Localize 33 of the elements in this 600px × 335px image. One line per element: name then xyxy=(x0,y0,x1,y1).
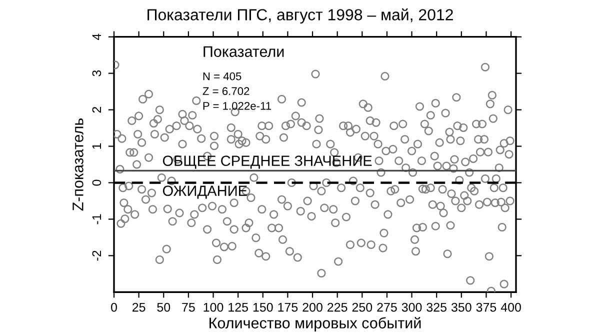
y-tick-label: 0 xyxy=(92,180,102,186)
x-axis-title: Количество мировых событий xyxy=(210,316,421,332)
ref-line-label: ОЖИДАНИЕ xyxy=(162,186,247,199)
x-tick-label: 75 xyxy=(182,302,195,312)
x-tick-label: 375 xyxy=(476,302,496,312)
x-tick-label: 175 xyxy=(278,302,298,312)
x-tick-label: 350 xyxy=(451,302,472,312)
y-tick-label: 1 xyxy=(92,143,101,149)
x-tick-label: 50 xyxy=(157,302,170,312)
y-axis-title: Z-показатель xyxy=(72,118,84,211)
x-tick-label: 125 xyxy=(228,302,248,312)
y-tick-label: 2 xyxy=(92,106,101,113)
x-tick-label: 150 xyxy=(253,302,273,312)
y-tick-label: 4 xyxy=(92,34,101,40)
annotation: Z = 6.702 xyxy=(202,87,250,96)
y-tick-label: 3 xyxy=(92,70,102,76)
x-tick-label: 25 xyxy=(132,302,146,312)
chart-title: Показатели ПГС, август 1998 – май, 2012 xyxy=(148,8,453,24)
x-tick-label: 200 xyxy=(302,302,322,312)
x-tick-label: 400 xyxy=(500,302,521,312)
x-tick-label: 275 xyxy=(377,302,397,312)
x-tick-label: 250 xyxy=(352,302,372,312)
x-tick-label: 300 xyxy=(402,302,422,312)
annotation: N = 405 xyxy=(203,72,242,80)
y-tick-label: -1 xyxy=(92,214,101,224)
y-tick-label: -2 xyxy=(92,250,101,261)
x-tick-label: 225 xyxy=(328,302,348,312)
annotation: Показатели xyxy=(204,46,284,58)
x-tick-label: 100 xyxy=(204,302,224,312)
ref-line-label: ОБЩЕЕ СРЕДНЕЕ ЗНАЧЕНИЕ xyxy=(162,156,372,169)
x-tick-label: 0 xyxy=(111,302,117,312)
annotation: P = 1.022e-11 xyxy=(203,102,271,110)
x-tick-label: 325 xyxy=(426,302,446,312)
